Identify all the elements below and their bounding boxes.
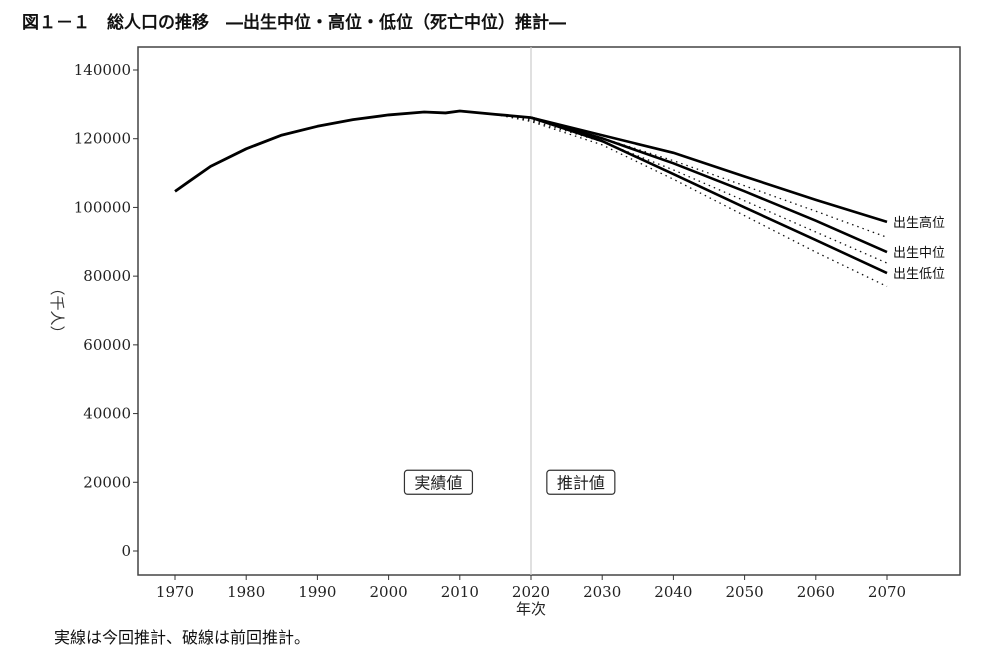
y-tick-label: 40000 (83, 405, 131, 423)
chart-title: 図１－１ 総人口の推移 ―出生中位・高位・低位（死亡中位）推計― (22, 13, 566, 33)
x-tick-label: 2050 (726, 583, 764, 601)
y-axis-label: （千人） (48, 280, 66, 340)
x-tick-label: 2030 (583, 583, 621, 601)
series-label: 出生低位 (893, 267, 945, 282)
annotation-box (546, 469, 616, 495)
series-label: 出生高位 (893, 215, 945, 231)
x-axis-label: 年次 (516, 600, 546, 618)
y-tick-label: 60000 (83, 336, 131, 354)
actual-line (174, 109, 532, 193)
projection-line (530, 116, 888, 275)
annotation-label: 実績値 (414, 473, 462, 492)
y-tick-label: 20000 (83, 473, 131, 491)
projection-line (530, 116, 888, 254)
x-tick-label: 1970 (156, 583, 194, 601)
x-tick-label: 2010 (441, 583, 479, 601)
plot-border (137, 46, 961, 576)
x-tick-label: 2070 (868, 583, 906, 601)
previous-projection-line (495, 113, 888, 264)
y-tick-label: 120000 (74, 130, 131, 148)
x-tick-label: 1990 (298, 583, 336, 601)
x-tick-label: 2060 (797, 583, 835, 601)
x-tick-label: 1980 (227, 583, 265, 601)
series-label: 出生中位 (893, 246, 945, 261)
x-tick-label: 2040 (654, 583, 692, 601)
y-tick-label: 0 (121, 542, 131, 560)
y-tick-label: 100000 (74, 198, 131, 216)
x-tick-label: 2000 (370, 583, 408, 601)
previous-projection-line (495, 113, 888, 238)
chart-note: 実線は今回推計、破線は前回推計。 (54, 628, 311, 647)
projection-line (530, 116, 888, 224)
y-tick-label: 80000 (83, 267, 131, 285)
y-tick-label: 140000 (74, 61, 131, 79)
previous-projection-line (495, 113, 888, 288)
annotation-box (403, 469, 474, 495)
x-tick-label: 2020 (512, 583, 550, 601)
annotation-label: 推計値 (557, 473, 605, 492)
